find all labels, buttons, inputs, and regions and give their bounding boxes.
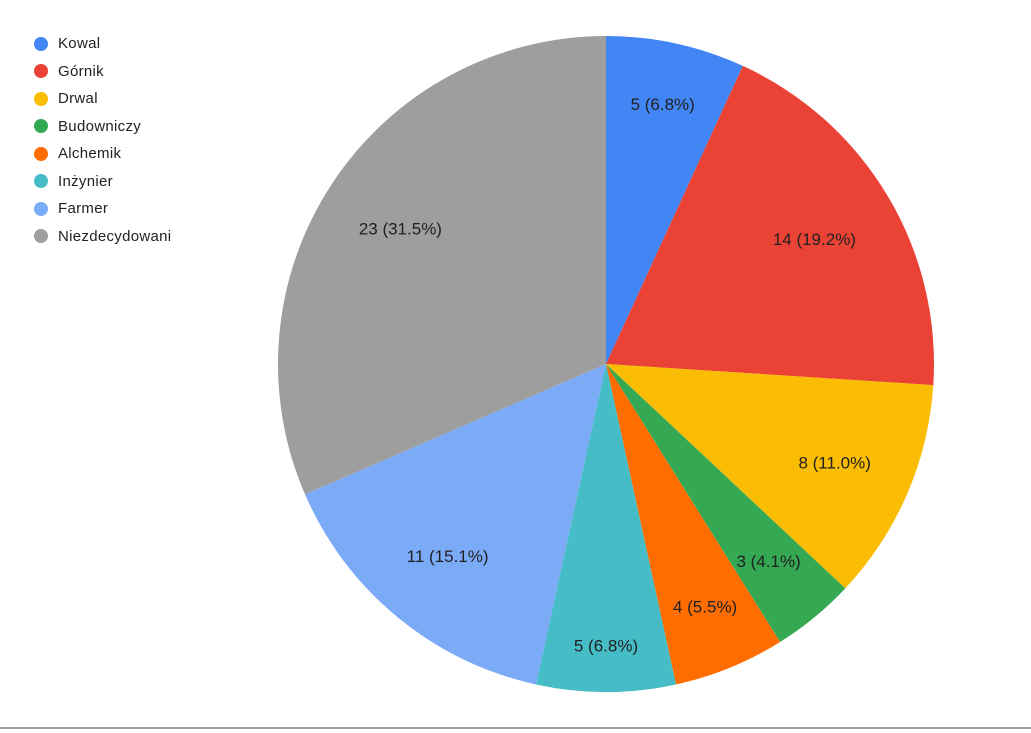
pie-slice-farmer[interactable] [305, 364, 606, 685]
legend-item-label: Budowniczy [58, 117, 142, 135]
legend-swatch-kowal [34, 36, 48, 51]
legend-item-label: Farmer [58, 200, 109, 218]
pie-slice-label-farmer: 11 (15.1%) [407, 547, 489, 566]
pie-slice-label-kowal: 5 (6.8%) [631, 95, 695, 114]
legend-swatch-alchemik [34, 146, 48, 161]
pie-slice-gornik[interactable] [606, 65, 935, 386]
pie-slice-alchemik[interactable] [606, 364, 781, 685]
legend-item-inzynier: Inżynier [34, 168, 171, 196]
pie-slice-label-gornik: 14 (19.2%) [773, 230, 856, 249]
bottom-divider [0, 727, 1031, 729]
legend-swatch-gornik [34, 64, 48, 79]
pie-slice-label-inzynier: 5 (6.8%) [574, 637, 638, 656]
legend-item-label: Drwal [58, 90, 98, 108]
pie-slice-kowal[interactable] [606, 36, 743, 364]
legend-item-label: Górnik [58, 62, 104, 80]
pie-slice-label-niezdecydowani: 23 (31.5%) [359, 220, 442, 239]
pie-slice-budowniczy[interactable] [606, 364, 846, 642]
legend-swatch-farmer [34, 201, 48, 216]
legend-swatch-niezdecydowani [34, 229, 48, 244]
legend-item-label: Alchemik [58, 145, 122, 163]
legend-item-label: Inżynier [58, 172, 113, 190]
legend-item-farmer: Farmer [34, 195, 171, 223]
legend-swatch-budowniczy [34, 119, 48, 134]
legend-item-niezdecydowani: Niezdecydowani [34, 223, 171, 251]
legend-item-drwal: Drwal [34, 85, 171, 113]
legend-item-kowal: Kowal [34, 30, 171, 58]
legend-item-label: Niezdecydowani [58, 227, 172, 245]
legend-item-label: Kowal [58, 35, 101, 53]
pie-slice-drwal[interactable] [606, 364, 934, 589]
pie-slice-inzynier[interactable] [535, 364, 677, 693]
pie-slice-label-drwal: 8 (11.0%) [798, 454, 870, 473]
pie-slice-niezdecydowani[interactable] [277, 36, 606, 495]
legend-item-budowniczy: Budowniczy [34, 113, 171, 141]
pie-slice-label-alchemik: 4 (5.5%) [673, 598, 737, 617]
legend-item-alchemik: Alchemik [34, 140, 171, 168]
chart-legend: Kowal Górnik Drwal Budowniczy Alchemik Inżyni… [34, 30, 171, 250]
legend-swatch-inzynier [34, 174, 48, 189]
legend-item-gornik: Górnik [34, 58, 171, 86]
pie-slice-label-budowniczy: 3 (4.1%) [736, 552, 800, 571]
legend-swatch-drwal [34, 91, 48, 106]
